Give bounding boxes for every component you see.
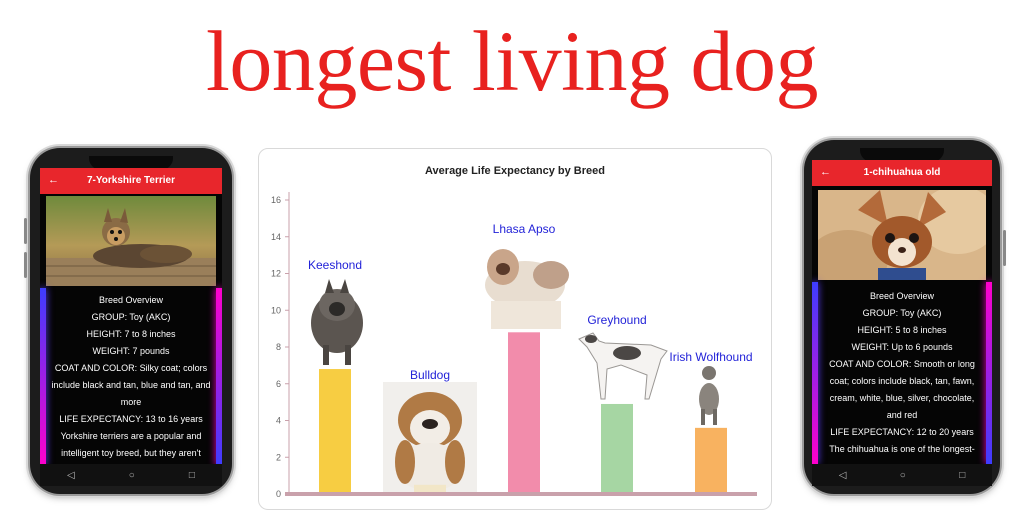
phone-notch xyxy=(89,156,173,170)
arrow-left-icon[interactable]: ← xyxy=(820,166,831,178)
phone-screen: ← 1-chihuahua old Breed Overview GROUP: xyxy=(812,160,992,486)
bar[interactable] xyxy=(319,369,351,494)
system-nav-bar: ◁ ○ □ xyxy=(40,464,222,486)
detail-line: GROUP: Toy (AKC) xyxy=(862,308,942,318)
greyhound-image xyxy=(578,332,668,400)
bar[interactable] xyxy=(414,484,446,494)
detail-line: LIFE EXPECTANCY: 12 to 20 years xyxy=(830,427,974,437)
x-axis-base xyxy=(285,492,757,496)
nav-recent-icon[interactable]: □ xyxy=(188,469,195,481)
y-tick-label: 14 xyxy=(271,232,281,242)
neon-glow xyxy=(216,288,222,466)
detail-line: include black and tan, blue and tan, and xyxy=(51,380,211,390)
detail-line: Yorkshire terriers are a popular and xyxy=(60,431,202,441)
y-tick-label: 8 xyxy=(276,342,281,352)
y-tick-label: 10 xyxy=(271,305,281,315)
detail-line: The chihuahua is one of the longest- xyxy=(829,444,975,454)
chihuahua-photo xyxy=(818,190,986,280)
irish-wolfhound-image xyxy=(699,366,719,425)
detail-line: LIFE EXPECTANCY: 13 to 16 years xyxy=(59,414,203,424)
detail-line: WEIGHT: 7 pounds xyxy=(92,346,170,356)
detail-line: GROUP: Toy (AKC) xyxy=(91,312,171,322)
category-label: Bulldog xyxy=(410,368,450,382)
bar[interactable] xyxy=(695,427,727,494)
yorkshire-terrier-photo xyxy=(46,196,216,286)
detail-line: Breed Overview xyxy=(869,291,935,301)
bar[interactable] xyxy=(508,332,540,494)
keeshond-image xyxy=(311,279,363,365)
app-bar: ← 1-chihuahua old xyxy=(812,160,992,186)
detail-line: cream, white, blue, silver, chocolate, xyxy=(829,393,975,403)
category-label: Lhasa Apso xyxy=(493,222,556,236)
app-bar-title: 1-chihuahua old xyxy=(863,167,941,178)
y-tick-label: 16 xyxy=(271,195,281,205)
detail-line: HEIGHT: 7 to 8 inches xyxy=(86,329,176,339)
category-label: Greyhound xyxy=(587,313,646,327)
detail-line: coat; colors include black, tan, fawn, xyxy=(829,376,975,386)
app-bar-title: 7-Yorkshire Terrier xyxy=(86,175,175,186)
nav-recent-icon[interactable]: □ xyxy=(959,469,966,481)
chart-title: Average Life Expectancy by Breed xyxy=(425,165,605,177)
breed-details: Breed Overview GROUP: Toy (AKC) HEIGHT: … xyxy=(820,288,984,458)
system-nav-bar: ◁ ○ □ xyxy=(812,464,992,486)
neon-glow xyxy=(986,282,992,464)
y-tick-label: 2 xyxy=(276,452,281,462)
side-button xyxy=(24,252,27,278)
chart-card: Average Life Expectancy by Breed 0 2 4 6 8 10… xyxy=(258,148,772,510)
detail-line: COAT AND COLOR: Silky coat; colors xyxy=(54,363,208,373)
left-phone: ← 7-Yorkshire Terrier xyxy=(24,148,232,494)
nav-home-icon[interactable]: ○ xyxy=(128,469,135,481)
nav-back-icon[interactable]: ◁ xyxy=(838,469,847,481)
bulldog-image xyxy=(383,382,477,494)
phone-notch xyxy=(860,148,944,162)
y-tick-label: 6 xyxy=(276,379,281,389)
nav-home-icon[interactable]: ○ xyxy=(899,469,906,481)
y-tick-label: 4 xyxy=(276,416,281,426)
page-title: longest living dog xyxy=(205,13,819,109)
right-phone: ← 1-chihuahua old Breed Overview GROUP: xyxy=(804,140,1006,494)
nav-back-icon[interactable]: ◁ xyxy=(67,469,75,481)
detail-line: WEIGHT: Up to 6 pounds xyxy=(851,342,953,352)
neon-glow xyxy=(812,282,818,464)
side-button xyxy=(24,218,27,244)
lhasa-apso-image xyxy=(485,249,569,329)
detail-line: Breed Overview xyxy=(98,295,164,305)
phone-screen: ← 7-Yorkshire Terrier xyxy=(40,168,222,486)
y-tick-label: 12 xyxy=(271,269,281,279)
detail-line: and red xyxy=(886,410,918,420)
category-label: Keeshond xyxy=(308,258,362,272)
neon-glow xyxy=(40,288,46,466)
app-bar: ← 7-Yorkshire Terrier xyxy=(40,168,222,194)
arrow-left-icon[interactable]: ← xyxy=(48,174,59,186)
detail-line: more xyxy=(120,397,142,407)
bar[interactable] xyxy=(601,403,633,494)
life-expectancy-chart: 0 2 4 6 8 10 12 14 16 xyxy=(271,192,757,499)
detail-line: intelligent toy breed, but they aren't xyxy=(61,448,201,458)
detail-line: COAT AND COLOR: Smooth or long xyxy=(829,359,975,369)
detail-line: HEIGHT: 5 to 8 inches xyxy=(857,325,947,335)
side-button xyxy=(1003,230,1006,266)
category-label: Irish Wolfhound xyxy=(669,350,752,364)
breed-details: Breed Overview GROUP: Toy (AKC) HEIGHT: … xyxy=(48,292,214,462)
y-tick-label: 0 xyxy=(276,489,281,499)
